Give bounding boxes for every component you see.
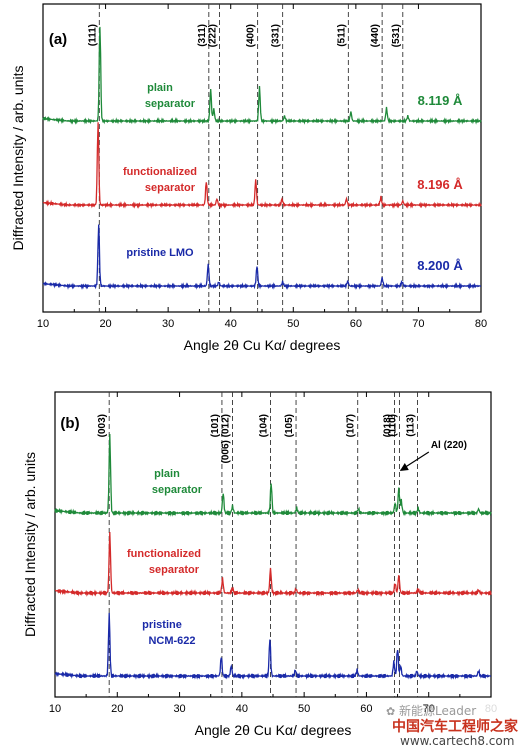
x-tick-label: 50	[287, 318, 299, 330]
plot-frame-1	[54, 391, 492, 698]
x-tick-label: 20	[111, 703, 123, 715]
watermark-handle: ✿ 新能源Leader	[386, 702, 476, 719]
reflection-label: (105)	[284, 414, 295, 437]
reflection-label: (531)	[391, 24, 402, 47]
series-label: pristine	[142, 619, 182, 631]
x-tick-label: 30	[162, 318, 174, 330]
reflection-label: (331)	[271, 24, 282, 47]
panel-label: (a)	[49, 31, 67, 48]
wechat-icon: ✿	[386, 705, 396, 718]
x-tick-label: 50	[298, 703, 310, 715]
x-tick-label: 60	[360, 703, 372, 715]
lattice-parameter: 8.119 Å	[418, 93, 463, 108]
lattice-parameter: 8.196 Å	[417, 177, 463, 192]
reflection-label: (440)	[370, 24, 381, 47]
x-tick-label: 40	[225, 318, 237, 330]
series-line	[42, 26, 482, 125]
x-axis-title: Angle 2θ Cu Kα/ degrees	[184, 337, 341, 353]
annotation-arrow-head	[399, 463, 409, 471]
series-label: NCM-622	[148, 635, 195, 647]
x-axis-title: Angle 2θ Cu Kα/ degrees	[195, 722, 352, 738]
y-axis-title: Diffracted Intensity / arb. units	[10, 66, 26, 251]
reflection-label: (110)	[387, 414, 398, 437]
series-label: pristine LMO	[126, 247, 194, 259]
x-tick-label: 10	[49, 703, 61, 715]
annotation-label: Al (220)	[431, 440, 467, 451]
lattice-parameter: 8.200 Å	[417, 258, 463, 273]
x-tick-label: 40	[236, 703, 248, 715]
reflection-label: (018)	[382, 414, 393, 437]
series-label: functionalized	[127, 548, 201, 560]
reflection-label: (104)	[259, 414, 270, 437]
reflection-label: (511)	[336, 24, 347, 47]
series-label: plain	[154, 468, 180, 480]
x-tick-label: 30	[173, 703, 185, 715]
reflection-label: (400)	[246, 24, 257, 47]
series-label: separator	[152, 484, 203, 496]
x-tick-label: 80	[475, 318, 487, 330]
series-label: functionalized	[123, 166, 197, 178]
panel-label: (b)	[60, 415, 79, 432]
reflection-label: (003)	[97, 414, 108, 437]
x-tick-label: 20	[99, 318, 111, 330]
reflection-label: (113)	[406, 414, 417, 437]
x-tick-label: 70	[423, 703, 435, 715]
series-label: separator	[149, 564, 200, 576]
series-label: separator	[145, 98, 196, 110]
series-label: separator	[145, 182, 196, 194]
reflection-label: (107)	[346, 414, 357, 437]
watermark-brand: 中国汽车工程师之家	[392, 719, 518, 735]
y-axis-title: Diffracted Intensity / arb. units	[22, 452, 38, 637]
watermark-url: www.cartech8.com	[400, 734, 515, 748]
x-tick-label: 60	[350, 318, 362, 330]
reflection-label: (006) (012)	[221, 414, 232, 463]
series-label: plain	[147, 82, 173, 94]
series-line	[54, 433, 492, 517]
series-line	[42, 122, 482, 209]
series-line	[42, 224, 481, 290]
series-line	[54, 612, 491, 680]
watermark-handle-text: 新能源Leader	[399, 704, 477, 718]
x-tick-label: 70	[412, 318, 424, 330]
reflection-label: (222)	[207, 24, 218, 47]
reflection-label: (111)	[87, 24, 98, 46]
x-tick-label: 10	[37, 318, 49, 330]
reflection-label: (311)	[197, 24, 208, 47]
x-tick-label: 80	[485, 703, 497, 715]
plot-frame-0	[42, 3, 482, 313]
reflection-label: (101)	[210, 414, 221, 437]
series-line	[55, 531, 492, 597]
